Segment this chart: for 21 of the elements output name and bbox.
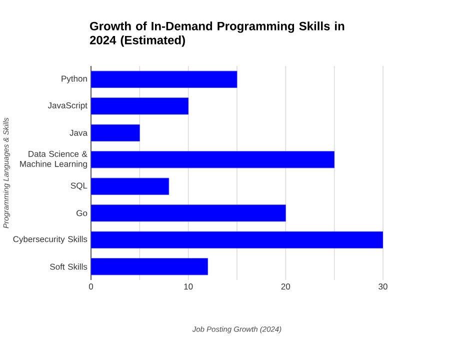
x-tick-label: 10 <box>184 284 193 290</box>
y-tick-label: JavaScript <box>48 102 88 110</box>
bar <box>91 178 170 195</box>
bar <box>91 70 238 88</box>
bar <box>91 98 189 115</box>
y-tick-label: Cybersecurity Skills <box>13 236 88 244</box>
y-tick-label: Go <box>76 210 88 216</box>
y-tick-label: Python <box>62 75 87 84</box>
bar <box>91 124 140 142</box>
chart-title: Growth of In-Demand Programming Skills in 2024 (Estimated) <box>90 22 344 47</box>
bar <box>91 204 286 222</box>
y-tick-label: Soft Skills <box>50 263 88 270</box>
y-tick-label: Data Science & Machine Learning <box>20 150 88 169</box>
bar <box>91 151 335 168</box>
bar <box>91 231 383 248</box>
x-tick-label: 20 <box>281 284 290 290</box>
y-tick-label: SQL <box>70 182 88 190</box>
y-tick-label: Java <box>70 130 88 136</box>
x-tick-label: 0 <box>88 284 94 290</box>
bar <box>91 258 208 276</box>
x-tick-label: 30 <box>378 284 388 290</box>
